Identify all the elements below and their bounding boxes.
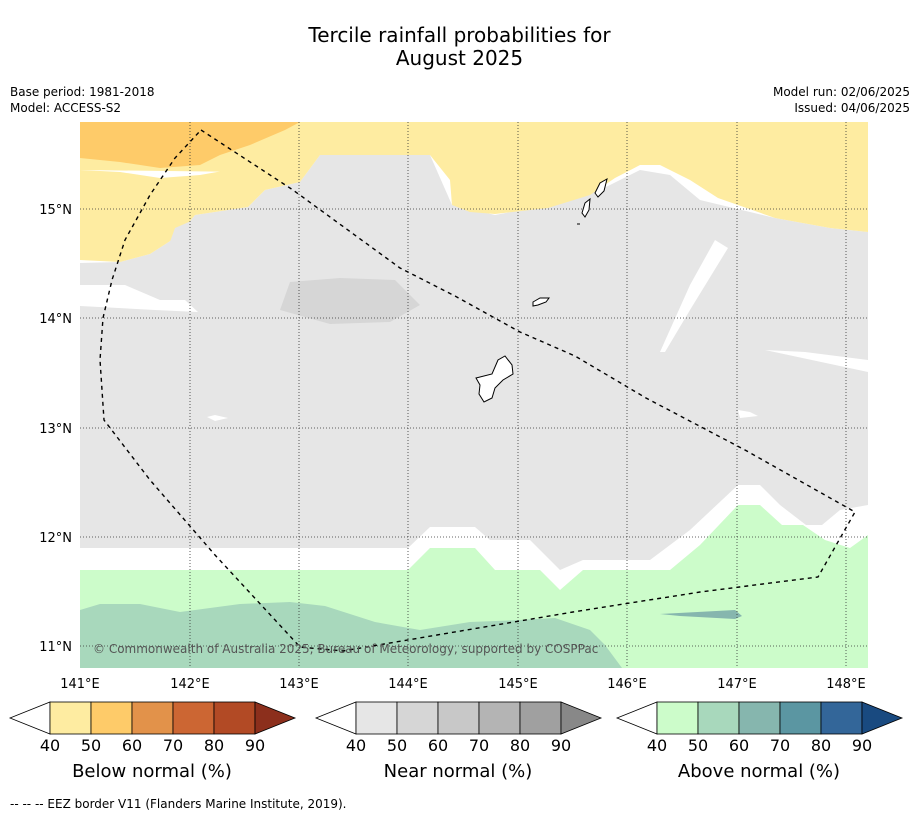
lon-tick-145: 145°E [498, 677, 538, 692]
colorbar-below-tick: 80 [204, 736, 224, 755]
below-normal-60-region [80, 122, 300, 168]
lon-tick-143: 143°E [279, 677, 319, 692]
colorbar-above-cell [738, 701, 781, 735]
colorbar-above-cell [656, 701, 699, 735]
colorbar-below-tick: 60 [122, 736, 142, 755]
axis-labels: 141°E 142°E 143°E 144°E 145°E 146°E 147°… [39, 203, 866, 692]
colorbar-above-max-arrow [861, 701, 904, 735]
colorbars: 40 50 60 70 80 90 40 50 60 70 80 90 40 50 60 70 80 90 [8, 701, 904, 755]
issued-date: Issued: 04/06/2025 [794, 101, 910, 115]
colorbar-near-min-arrow [314, 701, 357, 735]
model-name: Model: ACCESS-S2 [10, 101, 122, 115]
saipan-island [594, 177, 608, 198]
colorbar-near-cell [437, 701, 480, 735]
colorbar-near-cell [396, 701, 439, 735]
colorbar-above-tick: 70 [770, 736, 790, 755]
colorbar-above-tick: 60 [729, 736, 749, 755]
colorbar-near-tick: 80 [510, 736, 530, 755]
colorbar-below-cell [90, 701, 133, 735]
rota-island [532, 297, 550, 307]
colorbar-near: 40 50 60 70 80 90 [314, 701, 603, 755]
colorbar-above-cell [697, 701, 740, 735]
tinian-island [581, 197, 591, 218]
colorbar-below-tick: 40 [40, 736, 60, 755]
lon-tick-142: 142°E [170, 677, 210, 692]
colorbar-below-cell [213, 701, 256, 735]
colorbar-above-cell [779, 701, 822, 735]
graticule [80, 122, 868, 668]
colorbar-below-tick: 90 [245, 736, 265, 755]
lat-tick-13: 13°N [39, 422, 72, 437]
colorbar-near-tick: 40 [346, 736, 366, 755]
above-normal-60-region [80, 602, 622, 668]
colorbar-above-tick: 80 [811, 736, 831, 755]
colorbar-below-tick: 70 [163, 736, 183, 755]
lon-tick-141: 141°E [60, 677, 100, 692]
below-normal-50-region [80, 122, 868, 232]
colorbar-near-cell [519, 701, 562, 735]
lon-tick-144: 144°E [388, 677, 428, 692]
colorbar-below-cell [172, 701, 215, 735]
colorbar-above-tick: 50 [688, 736, 708, 755]
colorbar-label-above: Above normal (%) [677, 761, 841, 782]
eez-footer-note: -- -- -- EEZ border V11 (Flanders Marine… [10, 797, 347, 811]
colorbar-below-cell [49, 701, 92, 735]
colorbar-near-tick: 90 [551, 736, 571, 755]
map-title-line1: Tercile rainfall probabilities for [308, 23, 611, 47]
colorbar-below-cell [131, 701, 174, 735]
colorbar-near-max-arrow [560, 701, 603, 735]
colorbar-label-near: Near normal (%) [383, 761, 533, 782]
model-run: Model run: 02/06/2025 [772, 85, 910, 99]
colorbar-above-tick: 90 [852, 736, 872, 755]
colorbar-above: 40 50 60 70 80 90 [615, 701, 904, 755]
colorbar-above-cell [820, 701, 863, 735]
colorbar-above-min-arrow [615, 701, 658, 735]
colorbar-near-tick: 50 [387, 736, 407, 755]
colorbar-below-min-arrow [8, 701, 51, 735]
forecast-map: © Commonwealth of Australia 2025, Bureau… [8, 122, 904, 755]
colorbar-below-max-arrow [254, 701, 297, 735]
colorbar-near-cell [478, 701, 521, 735]
colorbar-below: 40 50 60 70 80 90 [8, 701, 297, 755]
colorbar-near-cell [355, 701, 398, 735]
islands [475, 177, 608, 403]
lon-tick-146: 146°E [607, 677, 647, 692]
near-normal-60-patch [280, 278, 420, 324]
lat-tick-11: 11°N [39, 640, 72, 655]
probability-field [80, 122, 868, 668]
map-title-line2: August 2025 [395, 46, 524, 70]
colorbar-near-tick: 70 [469, 736, 489, 755]
eez-border-line [99, 129, 856, 652]
lat-tick-14: 14°N [39, 312, 72, 327]
colorbar-below-tick: 50 [81, 736, 101, 755]
lat-tick-15: 15°N [39, 203, 72, 218]
copyright-text: © Commonwealth of Australia 2025, Bureau… [93, 642, 598, 656]
lat-tick-12: 12°N [39, 531, 72, 546]
white-band-south [80, 485, 868, 590]
lon-tick-147: 147°E [717, 677, 757, 692]
colorbar-near-tick: 60 [428, 736, 448, 755]
colorbar-label-below: Below normal (%) [72, 761, 232, 782]
guam-island [475, 355, 514, 403]
base-period: Base period: 1981-2018 [10, 85, 155, 99]
lon-tick-148: 148°E [826, 677, 866, 692]
colorbar-above-tick: 40 [647, 736, 667, 755]
